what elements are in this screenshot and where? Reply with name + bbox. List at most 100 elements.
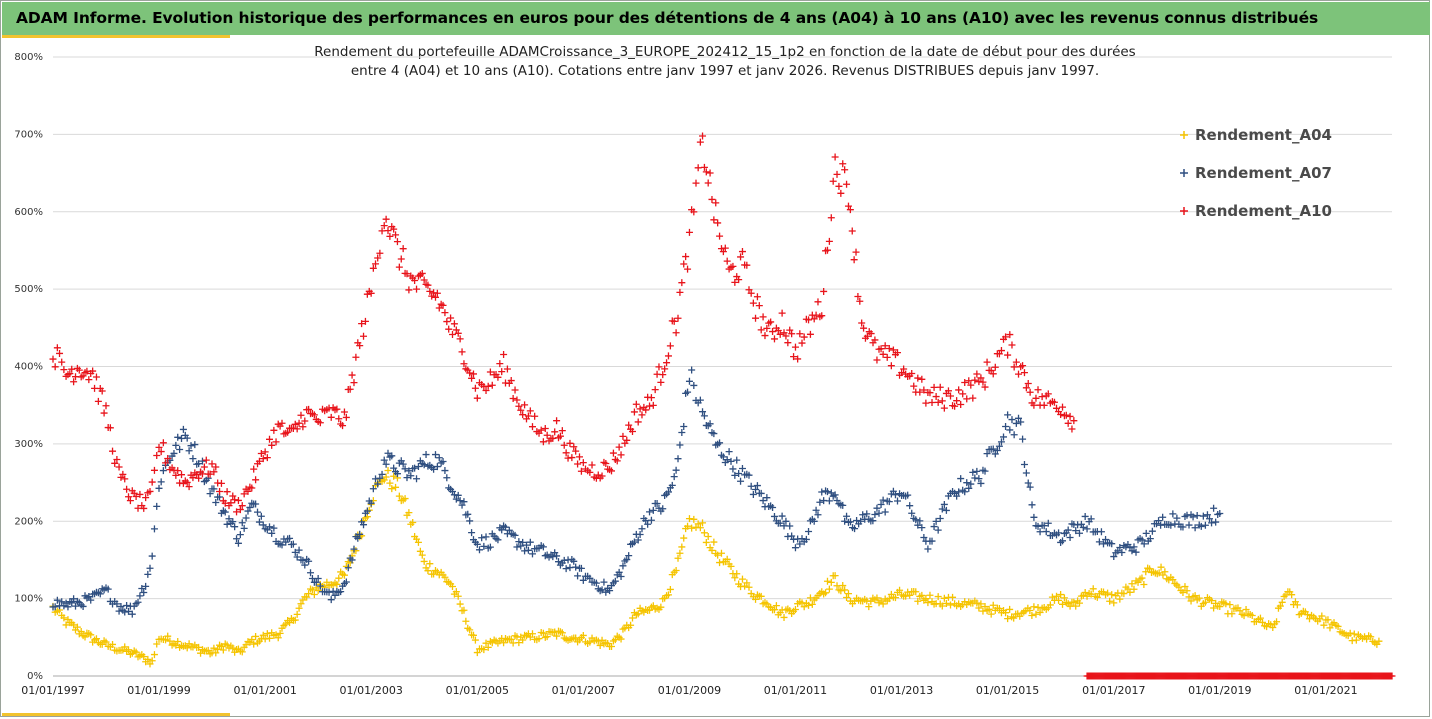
data-point (202, 456, 210, 464)
data-point (586, 468, 594, 476)
data-point (738, 248, 746, 256)
data-point (356, 342, 364, 350)
data-point (837, 587, 845, 595)
data-point (503, 365, 511, 373)
data-point (957, 475, 965, 483)
data-point (1019, 362, 1027, 370)
data-point (144, 655, 152, 663)
data-point (75, 366, 83, 374)
data-point (134, 598, 142, 606)
data-point (393, 238, 401, 246)
data-point (632, 400, 640, 408)
series-Rendement_A07 (49, 366, 1224, 618)
data-point (374, 254, 382, 262)
data-point (553, 552, 561, 560)
data-point (466, 626, 474, 634)
data-point (507, 377, 515, 385)
data-point (482, 387, 490, 394)
data-point (58, 598, 66, 606)
data-point (928, 398, 936, 406)
data-point (749, 490, 757, 498)
data-point (586, 638, 594, 646)
data-point (574, 460, 582, 468)
x-tick-label: 01/01/2003 (339, 684, 402, 697)
data-point (486, 543, 494, 551)
data-point (1034, 603, 1042, 611)
data-point (676, 549, 684, 557)
data-point (155, 484, 163, 492)
data-point (327, 413, 335, 421)
data-point (509, 395, 517, 403)
data-point (685, 228, 693, 236)
data-point (471, 636, 479, 644)
data-point (115, 607, 123, 615)
data-point (979, 378, 987, 386)
data-point (723, 456, 731, 464)
data-point (435, 304, 443, 312)
data-point (653, 499, 661, 507)
data-point (1228, 610, 1236, 618)
data-point (234, 539, 242, 547)
data-point (539, 629, 547, 637)
data-point (1240, 612, 1248, 620)
data-point (932, 517, 940, 525)
data-point (1015, 370, 1023, 378)
data-point (963, 395, 971, 403)
data-point (441, 573, 449, 581)
data-point (664, 488, 672, 496)
data-point (1388, 672, 1396, 680)
data-point (1026, 606, 1034, 614)
data-point (786, 326, 794, 334)
data-point (297, 411, 305, 419)
data-point (1126, 588, 1134, 596)
data-point (1222, 600, 1230, 608)
data-point (1089, 585, 1097, 593)
data-point (1093, 593, 1101, 601)
data-point (1108, 540, 1116, 548)
data-point (325, 588, 333, 596)
data-point (1276, 602, 1284, 610)
data-point (1072, 602, 1080, 610)
data-point (841, 517, 849, 525)
data-point (111, 459, 119, 467)
data-point (238, 519, 246, 527)
data-point (981, 383, 989, 391)
data-point (1179, 588, 1187, 596)
data-point (1046, 601, 1054, 609)
data-point (502, 523, 510, 531)
data-point (833, 170, 841, 178)
data-point (710, 430, 718, 438)
data-point (293, 553, 301, 561)
x-tick-label: 01/01/2007 (552, 684, 615, 697)
data-point (424, 567, 432, 575)
data-point (843, 180, 851, 188)
data-point (233, 535, 241, 543)
data-point (1083, 525, 1091, 533)
data-point (1128, 580, 1136, 588)
data-point (1203, 511, 1211, 519)
data-point (770, 335, 778, 343)
accent-line-top (2, 35, 230, 38)
data-point (965, 484, 973, 492)
data-point (229, 644, 237, 652)
data-point (250, 640, 258, 648)
page-title: ADAM Informe. Evolution historique des p… (16, 9, 1319, 27)
data-point (1201, 598, 1209, 606)
data-point (433, 463, 441, 471)
data-point (706, 420, 714, 428)
data-point (553, 632, 561, 640)
data-point (896, 586, 904, 594)
data-point (763, 494, 771, 502)
chart-title-line-2: entre 4 (A04) et 10 ans (A10). Cotations… (350, 63, 1100, 79)
data-point (1169, 510, 1177, 518)
data-point (409, 519, 417, 527)
data-point (829, 177, 837, 185)
data-point (289, 540, 297, 548)
data-point (1334, 622, 1342, 630)
data-point (959, 390, 967, 398)
data-point (87, 596, 95, 604)
data-point (81, 633, 89, 641)
data-point (393, 470, 401, 478)
data-point (1157, 563, 1165, 571)
data-point (646, 508, 654, 516)
